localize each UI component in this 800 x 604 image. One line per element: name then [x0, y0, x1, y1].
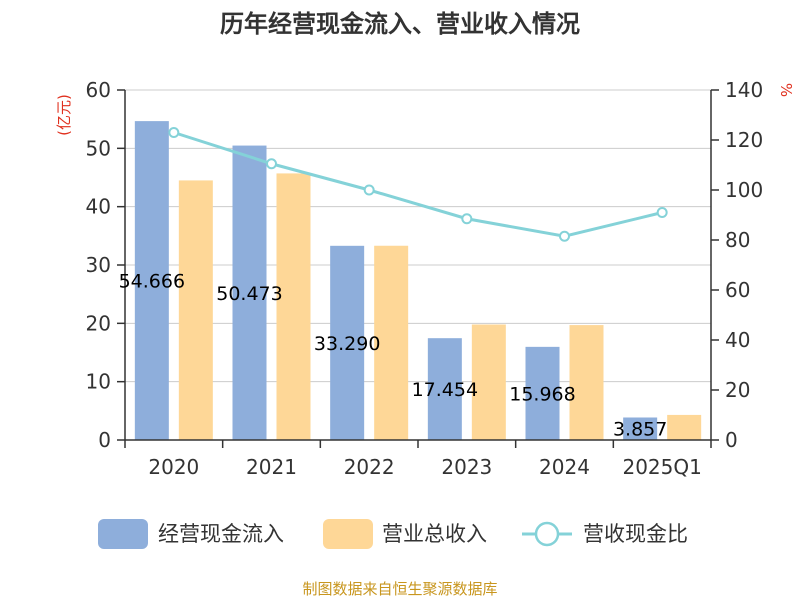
bar-revenue-2024[interactable]	[569, 325, 604, 440]
bar-cash-inflow-2024[interactable]	[525, 346, 560, 440]
ratio-point-2025Q1[interactable]	[656, 207, 668, 218]
right-axis-tick-label: 100	[725, 178, 763, 202]
bar-value-labels: 54.666 50.473 33.290 17.454 15.968 3.857	[119, 271, 668, 441]
bar-cash-inflow-2021[interactable]	[232, 145, 267, 441]
x-axis-tick-label: 2022	[344, 455, 395, 479]
left-axis-tick-label: 20	[86, 311, 111, 335]
ratio-point-2023[interactable]	[461, 213, 473, 225]
bar-value-label-2021: 50.473	[216, 283, 282, 305]
legend-swatch-revenue[interactable]	[323, 519, 373, 549]
bar-cash-inflow-2025Q1[interactable]	[623, 417, 658, 440]
left-axis-tick-label: 40	[86, 195, 111, 219]
x-axis-tick-label: 2023	[441, 455, 492, 479]
chart-title: 历年经营现金流入、营业收入情况	[220, 10, 580, 38]
left-axis-tick-label: 10	[86, 370, 111, 394]
ratio-point-2022[interactable]	[363, 184, 375, 196]
left-axis-tick-label: 60	[86, 78, 111, 102]
bar-value-label-2022: 33.290	[314, 333, 380, 355]
right-axis-tick-label: 20	[725, 378, 750, 402]
bar-revenue-2020[interactable]	[178, 180, 213, 440]
bar-marks	[134, 121, 702, 441]
left-axis-tick-label: 30	[86, 253, 111, 277]
bar-revenue-2025Q1[interactable]	[667, 414, 702, 440]
ratio-point-2020[interactable]	[168, 127, 180, 138]
right-axis-tick-label: 0	[725, 428, 738, 452]
ratio-line	[173, 131, 663, 238]
bar-cash-inflow-2023[interactable]	[427, 338, 462, 440]
data-source-note: 制图数据来自恒生聚源数据库	[302, 580, 497, 598]
left-axis-unit: (亿元)	[55, 94, 73, 136]
ratio-point-2024[interactable]	[559, 230, 570, 242]
legend: 经营现金流入 营业总收入 营收现金比	[98, 519, 688, 549]
bar-revenue-2023[interactable]	[471, 324, 506, 441]
legend-label-cash-inflow[interactable]: 经营现金流入	[158, 522, 284, 546]
ratio-line-marks	[168, 127, 668, 242]
bar-value-label-2023: 17.454	[412, 379, 478, 401]
bar-value-label-2025Q1: 3.857	[613, 419, 667, 441]
x-axis-tick-label: 2020	[148, 455, 199, 479]
legend-swatch-ratio-marker[interactable]	[534, 521, 560, 547]
bar-revenue-2022[interactable]	[374, 245, 409, 440]
left-axis-tick-label: 50	[86, 136, 111, 160]
right-axis-tick-label: 60	[725, 278, 750, 302]
right-axis-tick-label: 140	[725, 78, 763, 102]
bar-revenue-2021[interactable]	[276, 173, 311, 440]
bar-value-label-2024: 15.968	[509, 383, 575, 405]
legend-label-revenue[interactable]: 营业总收入	[382, 522, 487, 546]
x-axis-tick-label: 2025Q1	[622, 455, 701, 479]
legend-swatch-cash-inflow[interactable]	[98, 519, 148, 549]
right-axis-tick-label: 80	[725, 228, 750, 252]
grid-lines	[125, 89, 711, 383]
ratio-point-2021[interactable]	[266, 158, 277, 170]
right-axis-tick-label: 40	[725, 328, 750, 352]
x-axis-tick-label: 2021	[246, 455, 297, 479]
legend-label-ratio[interactable]: 营收现金比	[583, 522, 688, 546]
right-axis-unit: %	[777, 83, 795, 97]
left-axis-tick-label: 0	[98, 428, 111, 452]
bar-cash-inflow-2020[interactable]	[134, 121, 169, 441]
axes: 0 10 20 30 40 50 60 0 20 40 60 80 100 120 140 2020 2021 2…	[86, 78, 764, 479]
bar-value-label-2020: 54.666	[119, 271, 185, 293]
bar-cash-inflow-2022[interactable]	[330, 245, 365, 440]
x-axis-tick-label: 2024	[539, 455, 590, 479]
right-axis-tick-label: 120	[725, 128, 763, 152]
